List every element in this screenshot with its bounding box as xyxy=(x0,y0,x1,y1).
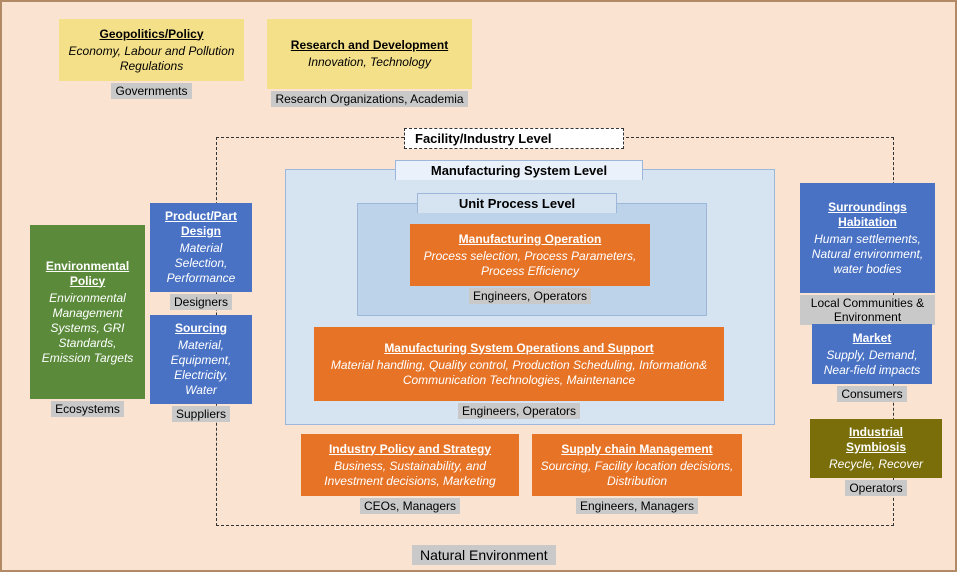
box-surroundings: Surroundings HabitationHuman settlements… xyxy=(800,183,935,326)
box-title-market: Market xyxy=(820,331,924,346)
box-subtitle-rnd: Innovation, Technology xyxy=(275,55,464,70)
box-actors-rnd: Research Organizations, Academia xyxy=(271,91,467,107)
box-subtitle-mfg_system_ops: Material handling, Quality control, Prod… xyxy=(322,358,716,388)
box-body-sourcing: Sourcing Material, Equipment, Electricity… xyxy=(150,315,252,404)
box-subtitle-sourcing: Material, Equipment, Electricity, Water xyxy=(158,338,244,398)
box-actors-sourcing: Suppliers xyxy=(172,406,230,422)
box-body-symbiosis: Industrial Symbiosis Recycle, Recover xyxy=(810,419,942,478)
box-body-supply_chain: Supply chain Management Sourcing, Facilit… xyxy=(532,434,742,496)
container-label-unit_process: Unit Process Level xyxy=(417,193,617,213)
box-subtitle-supply_chain: Sourcing, Facility location decisions, D… xyxy=(540,459,734,489)
box-actors-market: Consumers xyxy=(837,386,906,402)
box-actors-env_policy: Ecosystems xyxy=(51,401,124,417)
box-body-mfg_system_ops: Manufacturing System Operations and Supp… xyxy=(314,327,724,401)
box-subtitle-industry_policy: Business, Sustainability, and Investment… xyxy=(309,459,511,489)
box-subtitle-mfg_operation: Process selection, Process Parameters, P… xyxy=(418,249,642,279)
box-subtitle-env_policy: Environmental Management Systems, GRI St… xyxy=(38,291,137,366)
box-subtitle-product_design: Material Selection, Performance xyxy=(158,241,244,286)
container-label-mfg_system: Manufacturing System Level xyxy=(395,160,643,180)
box-actors-mfg_operation: Engineers, Operators xyxy=(469,288,591,304)
diagram-canvas: Facility/Industry Level Manufacturing Sys… xyxy=(0,0,957,572)
box-actors-supply_chain: Engineers, Managers xyxy=(576,498,698,514)
box-rnd: Research and Development Innovation, Tech… xyxy=(267,19,472,108)
box-title-symbiosis: Industrial Symbiosis xyxy=(818,425,934,455)
box-mfg_operation: Manufacturing Operation Process selection… xyxy=(410,224,650,305)
box-title-geopolitics: Geopolitics/Policy xyxy=(67,27,236,42)
box-subtitle-geopolitics: Economy, Labour and Pollution Regulation… xyxy=(67,44,236,74)
box-subtitle-market: Supply, Demand, Near-field impacts xyxy=(820,348,924,378)
box-body-surroundings: Surroundings HabitationHuman settlements… xyxy=(800,183,935,293)
box-title-supply_chain: Supply chain Management xyxy=(540,442,734,457)
box-title-mfg_system_ops: Manufacturing System Operations and Supp… xyxy=(322,341,716,356)
box-title-sourcing: Sourcing xyxy=(158,321,244,336)
box-mfg_system_ops: Manufacturing System Operations and Supp… xyxy=(314,327,724,420)
box-body-product_design: Product/Part DesignMaterial Selection, P… xyxy=(150,203,252,292)
box-title-env_policy: Environmental Policy xyxy=(38,259,137,289)
box-body-env_policy: Environmental PolicyEnvironmental Manage… xyxy=(30,225,145,399)
box-actors-mfg_system_ops: Engineers, Operators xyxy=(458,403,580,419)
box-symbiosis: Industrial Symbiosis Recycle, Recover Oper… xyxy=(810,419,942,497)
box-body-industry_policy: Industry Policy and Strategy Business, Su… xyxy=(301,434,519,496)
box-env_policy: Environmental PolicyEnvironmental Manage… xyxy=(30,225,145,418)
box-body-geopolitics: Geopolitics/Policy Economy, Labour and Po… xyxy=(59,19,244,81)
box-title-rnd: Research and Development xyxy=(275,38,464,53)
box-geopolitics: Geopolitics/Policy Economy, Labour and Po… xyxy=(59,19,244,100)
box-title-surroundings: Surroundings Habitation xyxy=(808,200,927,230)
box-sourcing: Sourcing Material, Equipment, Electricity… xyxy=(150,315,252,423)
box-actors-surroundings: Local Communities & Environment xyxy=(800,295,935,325)
box-title-industry_policy: Industry Policy and Strategy xyxy=(309,442,511,457)
box-title-product_design: Product/Part Design xyxy=(158,209,244,239)
box-actors-geopolitics: Governments xyxy=(111,83,191,99)
box-actors-symbiosis: Operators xyxy=(845,480,906,496)
box-subtitle-symbiosis: Recycle, Recover xyxy=(818,457,934,472)
box-product_design: Product/Part DesignMaterial Selection, P… xyxy=(150,203,252,311)
box-subtitle-surroundings: Human settlements, Natural environment, … xyxy=(808,232,927,277)
box-title-mfg_operation: Manufacturing Operation xyxy=(418,232,642,247)
box-industry_policy: Industry Policy and Strategy Business, Su… xyxy=(301,434,519,515)
box-supply_chain: Supply chain Management Sourcing, Facilit… xyxy=(532,434,742,515)
box-actors-product_design: Designers xyxy=(170,294,232,310)
box-body-mfg_operation: Manufacturing Operation Process selection… xyxy=(410,224,650,286)
box-body-market: Market Supply, Demand, Near-field impacts xyxy=(812,324,932,384)
box-market: Market Supply, Demand, Near-field impacts… xyxy=(812,324,932,403)
box-body-rnd: Research and Development Innovation, Tech… xyxy=(267,19,472,89)
natural-environment-label: Natural Environment xyxy=(412,545,556,565)
box-actors-industry_policy: CEOs, Managers xyxy=(360,498,460,514)
container-label-facility: Facility/Industry Level xyxy=(404,128,624,149)
